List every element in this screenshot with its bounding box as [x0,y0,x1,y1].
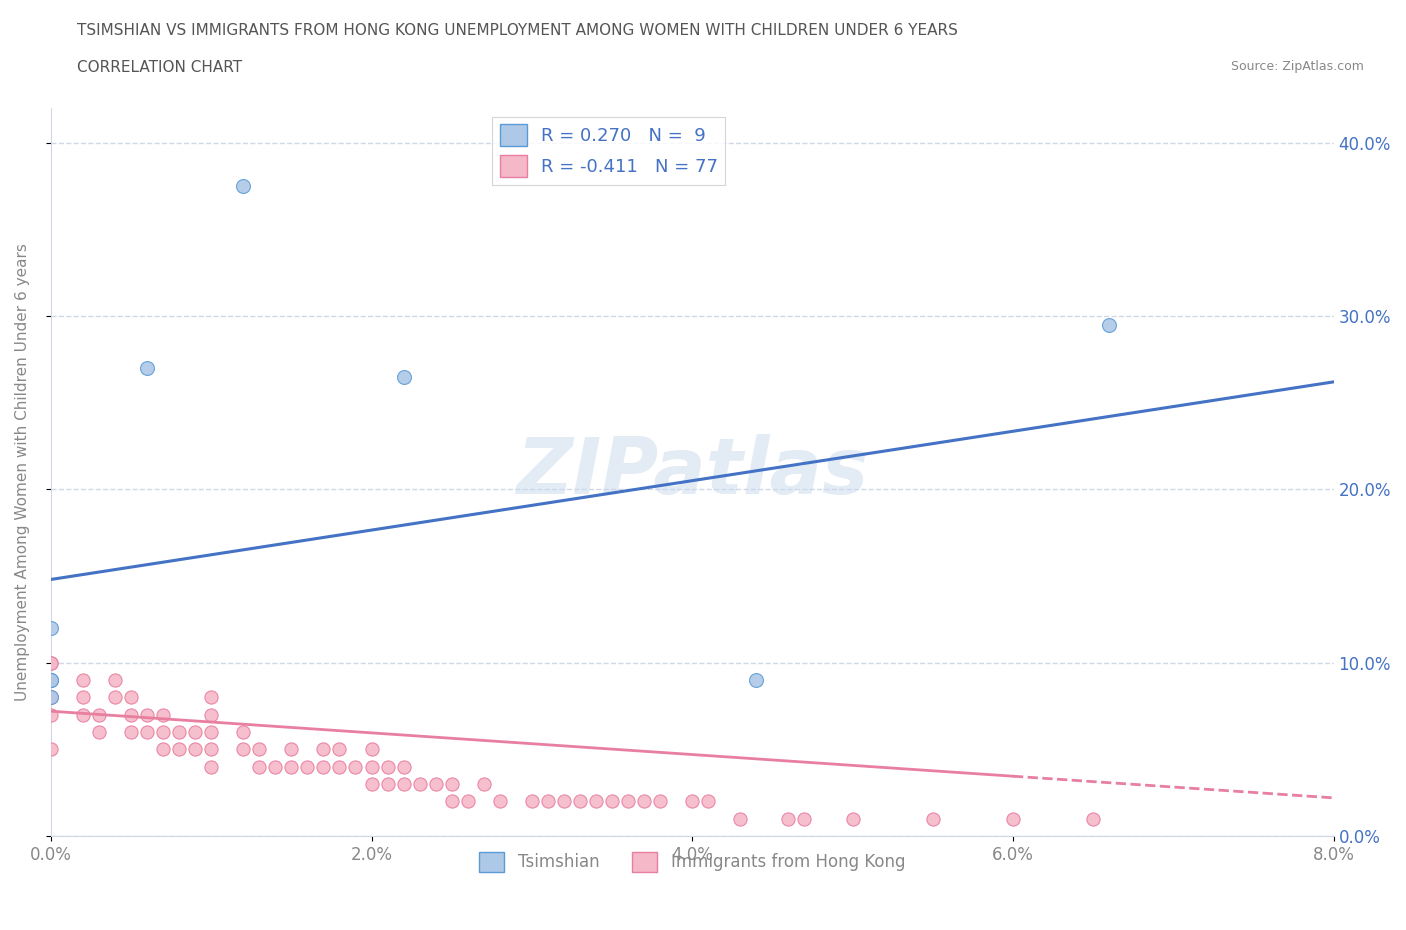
Point [104,690,127,705]
Point [681,794,703,809]
Point [104,672,127,687]
Point [778,811,800,826]
Point [87,707,110,722]
Point [200,759,222,774]
Point [200,690,222,705]
Point [457,794,479,809]
Point [264,759,287,774]
Point [600,794,623,809]
Point [120,724,142,739]
Point [360,742,382,757]
Point [617,794,640,809]
Point [1098,317,1121,332]
Point [39,672,62,687]
Point [87,724,110,739]
Point [39,672,62,687]
Point [136,361,159,376]
Point [312,742,335,757]
Point [39,656,62,671]
Point [72,707,94,722]
Point [297,759,319,774]
Point [440,794,463,809]
Text: ZIPatlas: ZIPatlas [516,434,869,510]
Point [520,794,543,809]
Point [167,742,190,757]
Point [344,759,367,774]
Point [39,656,62,671]
Point [152,724,174,739]
Point [392,777,415,791]
Point [793,811,815,826]
Point [328,759,350,774]
Point [537,794,560,809]
Point [136,724,159,739]
Point [232,724,254,739]
Point [488,794,510,809]
Point [39,707,62,722]
Point [1081,811,1104,826]
Point [39,690,62,705]
Point [247,742,270,757]
Point [167,724,190,739]
Point [745,672,768,687]
Y-axis label: Unemployment Among Women with Children Under 6 years: Unemployment Among Women with Children U… [15,243,30,701]
Point [136,707,159,722]
Point [730,811,752,826]
Point [72,672,94,687]
Point [184,724,207,739]
Point [39,690,62,705]
Point [377,777,399,791]
Legend: Tsimshian, Immigrants from Hong Kong: Tsimshian, Immigrants from Hong Kong [472,845,912,879]
Point [280,759,302,774]
Point [39,690,62,705]
Point [392,759,415,774]
Point [200,724,222,739]
Point [921,811,943,826]
Point [841,811,863,826]
Point [553,794,575,809]
Text: CORRELATION CHART: CORRELATION CHART [77,60,242,75]
Text: Source: ZipAtlas.com: Source: ZipAtlas.com [1230,60,1364,73]
Point [72,690,94,705]
Point [152,742,174,757]
Point [377,759,399,774]
Point [585,794,607,809]
Point [650,794,672,809]
Point [392,369,415,384]
Point [328,742,350,757]
Point [280,742,302,757]
Point [232,742,254,757]
Point [200,707,222,722]
Point [360,777,382,791]
Text: TSIMSHIAN VS IMMIGRANTS FROM HONG KONG UNEMPLOYMENT AMONG WOMEN WITH CHILDREN UN: TSIMSHIAN VS IMMIGRANTS FROM HONG KONG U… [77,23,959,38]
Point [152,707,174,722]
Point [184,742,207,757]
Point [39,620,62,635]
Point [200,742,222,757]
Point [425,777,447,791]
Point [1001,811,1024,826]
Point [312,759,335,774]
Point [408,777,430,791]
Point [440,777,463,791]
Point [120,707,142,722]
Point [472,777,495,791]
Point [633,794,655,809]
Point [360,759,382,774]
Point [697,794,720,809]
Point [120,690,142,705]
Point [39,672,62,687]
Point [247,759,270,774]
Point [232,179,254,193]
Point [39,672,62,687]
Point [569,794,592,809]
Point [39,742,62,757]
